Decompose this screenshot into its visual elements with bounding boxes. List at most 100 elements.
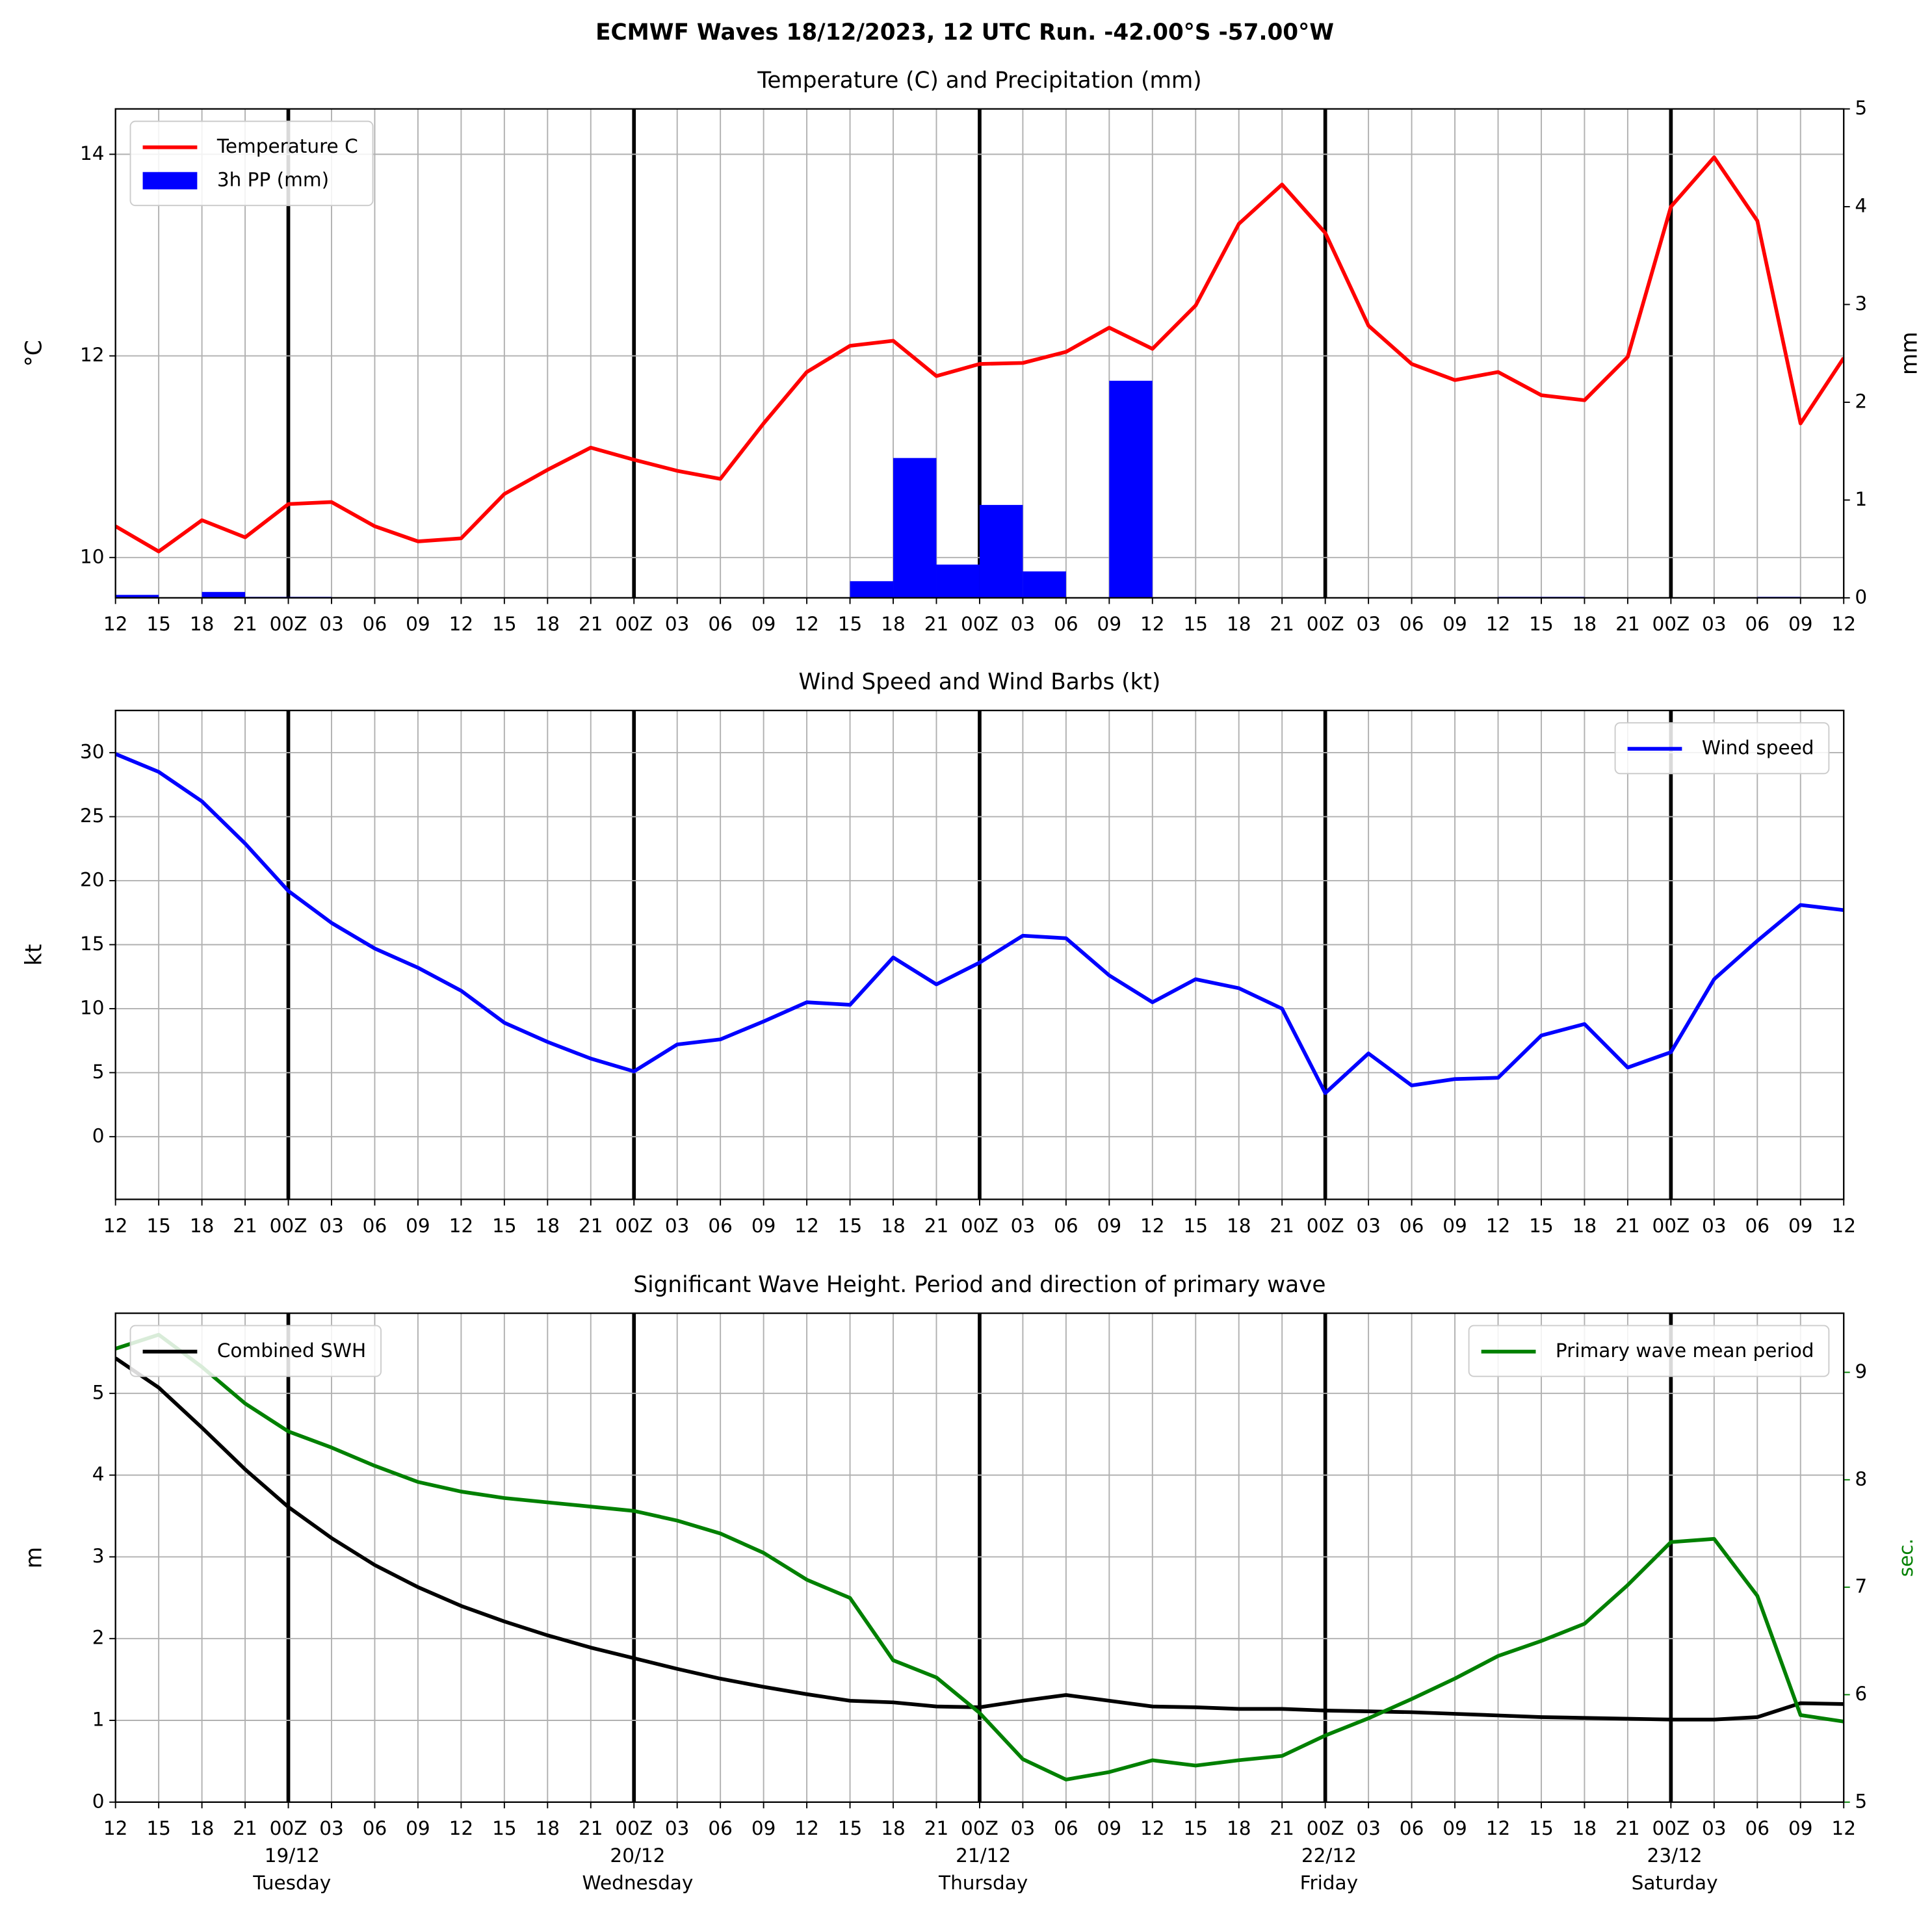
line: [115, 155, 1844, 554]
x-tick-label: 21: [1615, 613, 1640, 635]
y2-tick-label: 0: [1855, 586, 1867, 608]
x-tick-label: 15: [1183, 1215, 1208, 1237]
x-tick-label: 21: [233, 1215, 257, 1237]
x-tick-label: 06: [363, 1215, 387, 1237]
x-tick-label: 18: [1573, 1215, 1597, 1237]
x-tick-label: 03: [1356, 1215, 1381, 1237]
y-tick-label: 15: [80, 933, 105, 955]
x-tick-label: 18: [881, 1817, 906, 1839]
y-axis-label: kt: [21, 944, 47, 966]
bar: [979, 504, 1023, 598]
x-tick-label: 18: [1227, 613, 1251, 635]
x-tick-label: 15: [1529, 1215, 1554, 1237]
x-tick-label: 09: [1788, 1215, 1813, 1237]
x-tick-label: 09: [1097, 1817, 1122, 1839]
x-tick-label: 06: [1400, 1817, 1424, 1839]
legend-swatch: [142, 172, 198, 190]
x-tick-label: 12: [794, 1215, 819, 1237]
legend-label: Wind speed: [1702, 737, 1814, 759]
y2-tick-label: 4: [1855, 195, 1867, 217]
x-tick-label: 00Z: [1307, 1817, 1344, 1839]
x-tick-label: 21: [924, 1817, 949, 1839]
x-tick-label: 21: [579, 613, 603, 635]
x-tick-label: 12: [1140, 613, 1165, 635]
x-tick-label: 12: [794, 613, 819, 635]
x-tick-label: 18: [1573, 613, 1597, 635]
x-tick-label: 21: [924, 1215, 949, 1237]
y-tick-label: 25: [80, 805, 105, 827]
x-tick-label: 06: [1400, 613, 1424, 635]
date-label: 20/12: [610, 1845, 665, 1867]
legend: Wind speed: [1627, 737, 1814, 759]
x-tick-label: 03: [1011, 613, 1036, 635]
x-tick-label: 09: [1442, 1215, 1467, 1237]
x-tick-label: 18: [190, 1215, 215, 1237]
x-tick-label: 15: [838, 1215, 863, 1237]
legend-box: [129, 120, 374, 207]
line: [115, 752, 1844, 1095]
y-tick-label: 14: [80, 142, 105, 164]
x-tick-label: 15: [146, 1817, 171, 1839]
bar: [850, 581, 894, 598]
bar: [1023, 571, 1066, 598]
x-tick-label: 12: [103, 1817, 128, 1839]
plot-frame: [114, 108, 1845, 599]
plot-frame: [114, 1312, 1845, 1803]
x-tick-label: 06: [708, 613, 733, 635]
x-tick-label: 06: [1054, 1215, 1078, 1237]
x-tick-label: 00Z: [1652, 1817, 1690, 1839]
x-tick-label: 06: [708, 1817, 733, 1839]
x-tick-label: 12: [1831, 613, 1856, 635]
x-tick-label: 06: [1745, 1215, 1770, 1237]
weekday-label: Tuesday: [252, 1872, 331, 1894]
x-tick-label: 06: [1054, 613, 1078, 635]
x-tick-label: 15: [838, 613, 863, 635]
x-tick-label: 21: [579, 1817, 603, 1839]
x-tick-label: 09: [1442, 613, 1467, 635]
x-tick-label: 12: [1831, 1817, 1856, 1839]
x-tick-label: 03: [1702, 1215, 1727, 1237]
panel-title: Wind Speed and Wind Barbs (kt): [799, 669, 1161, 695]
x-tick-label: 21: [1270, 613, 1294, 635]
x-tick-label: 12: [1486, 1817, 1511, 1839]
y-tick-label: 12: [80, 344, 105, 366]
legend: Primary wave mean period: [1481, 1340, 1814, 1362]
x-tick-label: 18: [190, 1817, 215, 1839]
weekday-label: Friday: [1300, 1872, 1358, 1894]
legend-box: [1614, 722, 1830, 775]
y-tick-label: 20: [80, 869, 105, 891]
y2-tick-label: 5: [1855, 97, 1867, 119]
x-tick-label: 00Z: [615, 613, 653, 635]
legend-label: Primary wave mean period: [1556, 1340, 1814, 1362]
legend-box: [129, 1325, 382, 1377]
x-tick-label: 12: [103, 613, 128, 635]
y-tick-label: 2: [92, 1627, 105, 1649]
x-tick-label: 12: [1831, 1215, 1856, 1237]
x-tick-label: 03: [319, 613, 344, 635]
x-tick-label: 00Z: [615, 1215, 653, 1237]
y-tick-label: 10: [80, 996, 105, 1018]
legend: Combined SWH: [142, 1340, 366, 1362]
x-tick-label: 06: [1745, 613, 1770, 635]
plot-area: [115, 752, 1844, 1095]
x-tick-label: 00Z: [1652, 613, 1690, 635]
date-label: 19/12: [265, 1845, 320, 1867]
x-tick-label: 15: [146, 613, 171, 635]
weekday-label: Thursday: [938, 1872, 1028, 1894]
x-tick-label: 12: [449, 613, 474, 635]
x-tick-label: 06: [1745, 1817, 1770, 1839]
x-tick-label: 18: [536, 613, 560, 635]
x-tick-label: 03: [1011, 1215, 1036, 1237]
x-tick-label: 21: [1615, 1215, 1640, 1237]
x-tick-label: 18: [1227, 1215, 1251, 1237]
x-tick-label: 03: [1011, 1817, 1036, 1839]
x-tick-label: 03: [665, 1215, 690, 1237]
x-tick-label: 12: [1140, 1817, 1165, 1839]
y2-tick-label: 1: [1855, 488, 1867, 510]
x-tick-label: 09: [1097, 1215, 1122, 1237]
y2-tick-label: 5: [1855, 1790, 1867, 1812]
x-tick-label: 18: [536, 1215, 560, 1237]
x-tick-label: 21: [233, 1817, 257, 1839]
